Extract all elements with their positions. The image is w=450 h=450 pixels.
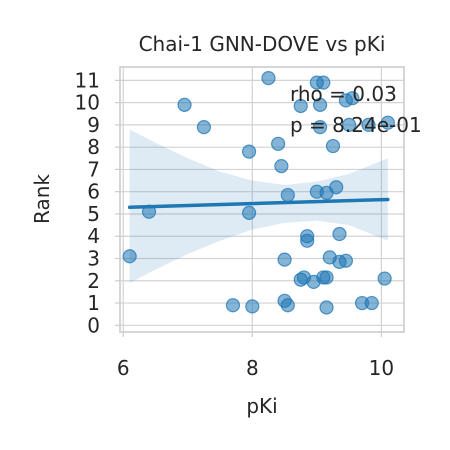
data-point bbox=[312, 97, 328, 112]
regression-line bbox=[127, 197, 390, 210]
x-axis-label: pKi bbox=[246, 394, 277, 418]
data-point bbox=[293, 98, 308, 114]
plot-area bbox=[119, 66, 405, 333]
data-point bbox=[280, 298, 295, 313]
plot-frame bbox=[119, 66, 405, 333]
data-point bbox=[338, 253, 354, 268]
data-point bbox=[316, 75, 331, 90]
y-tick-label: 7 bbox=[87, 157, 100, 181]
y-axis-label: Rank bbox=[30, 174, 54, 224]
y-tick-label: 9 bbox=[87, 113, 100, 137]
data-point bbox=[277, 252, 292, 267]
y-tick-label: 0 bbox=[87, 313, 100, 337]
data-point bbox=[380, 115, 395, 130]
y-tick-label: 10 bbox=[75, 91, 100, 115]
data-point bbox=[122, 249, 137, 264]
data-point bbox=[319, 270, 334, 285]
data-point bbox=[300, 233, 315, 248]
x-tick-label: 6 bbox=[117, 356, 130, 380]
y-tick-label: 5 bbox=[87, 202, 100, 226]
scatter-points bbox=[122, 71, 395, 315]
regression-line-layer bbox=[127, 197, 390, 210]
p-value-annotation: p = 8.24e-01 bbox=[290, 113, 422, 137]
data-point bbox=[342, 117, 357, 132]
data-point bbox=[312, 120, 328, 135]
data-point bbox=[196, 120, 212, 135]
data-point bbox=[274, 158, 289, 174]
x-tick-label: 8 bbox=[246, 356, 259, 380]
data-point bbox=[377, 271, 392, 286]
data-point bbox=[364, 295, 379, 311]
data-point bbox=[241, 144, 257, 159]
rho-annotation: rho = 0.03 bbox=[290, 82, 397, 106]
chart-title: Chai-1 GNN-DOVE vs pKi bbox=[139, 32, 386, 56]
data-point bbox=[329, 180, 344, 195]
y-tick-label: 6 bbox=[87, 180, 100, 204]
data-point bbox=[261, 71, 276, 86]
data-point bbox=[345, 91, 360, 106]
data-point bbox=[271, 136, 286, 151]
confidence-band-layer bbox=[129, 129, 388, 284]
data-point bbox=[245, 299, 260, 314]
data-point bbox=[177, 97, 192, 112]
x-tick-label: 10 bbox=[369, 356, 394, 380]
y-tick-label: 2 bbox=[87, 269, 100, 293]
data-point bbox=[241, 205, 257, 220]
data-point bbox=[361, 117, 376, 132]
confidence-band bbox=[129, 129, 388, 284]
data-point bbox=[319, 300, 334, 315]
y-tick-label: 4 bbox=[87, 224, 100, 248]
data-point bbox=[225, 298, 241, 313]
data-point bbox=[280, 187, 295, 203]
y-tick-label: 3 bbox=[87, 247, 100, 271]
data-point bbox=[325, 138, 341, 154]
y-tick-label: 11 bbox=[75, 68, 100, 92]
y-tick-label: 8 bbox=[87, 135, 100, 159]
x-axis-ticks: 6 8 10 bbox=[117, 332, 394, 380]
y-tick-label: 1 bbox=[87, 291, 100, 315]
data-point bbox=[332, 226, 347, 242]
